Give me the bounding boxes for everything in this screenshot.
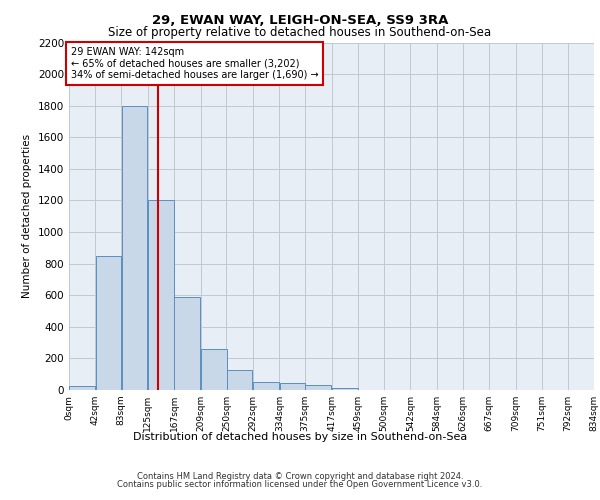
Y-axis label: Number of detached properties: Number of detached properties	[22, 134, 32, 298]
Bar	[305, 386, 331, 390]
Text: Distribution of detached houses by size in Southend-on-Sea: Distribution of detached houses by size …	[133, 432, 467, 442]
Bar	[201, 349, 227, 390]
Text: Contains public sector information licensed under the Open Government Licence v3: Contains public sector information licen…	[118, 480, 482, 489]
Bar	[122, 106, 147, 390]
Bar	[280, 383, 305, 390]
Text: Size of property relative to detached houses in Southend-on-Sea: Size of property relative to detached ho…	[109, 26, 491, 39]
Bar	[69, 386, 95, 390]
Bar	[175, 297, 200, 390]
Bar	[96, 256, 121, 390]
Text: Contains HM Land Registry data © Crown copyright and database right 2024.: Contains HM Land Registry data © Crown c…	[137, 472, 463, 481]
Bar	[332, 388, 358, 390]
Bar	[148, 200, 173, 390]
Bar	[253, 382, 279, 390]
Text: 29, EWAN WAY, LEIGH-ON-SEA, SS9 3RA: 29, EWAN WAY, LEIGH-ON-SEA, SS9 3RA	[152, 14, 448, 27]
Bar	[227, 370, 253, 390]
Text: 29 EWAN WAY: 142sqm
← 65% of detached houses are smaller (3,202)
34% of semi-det: 29 EWAN WAY: 142sqm ← 65% of detached ho…	[71, 47, 319, 80]
